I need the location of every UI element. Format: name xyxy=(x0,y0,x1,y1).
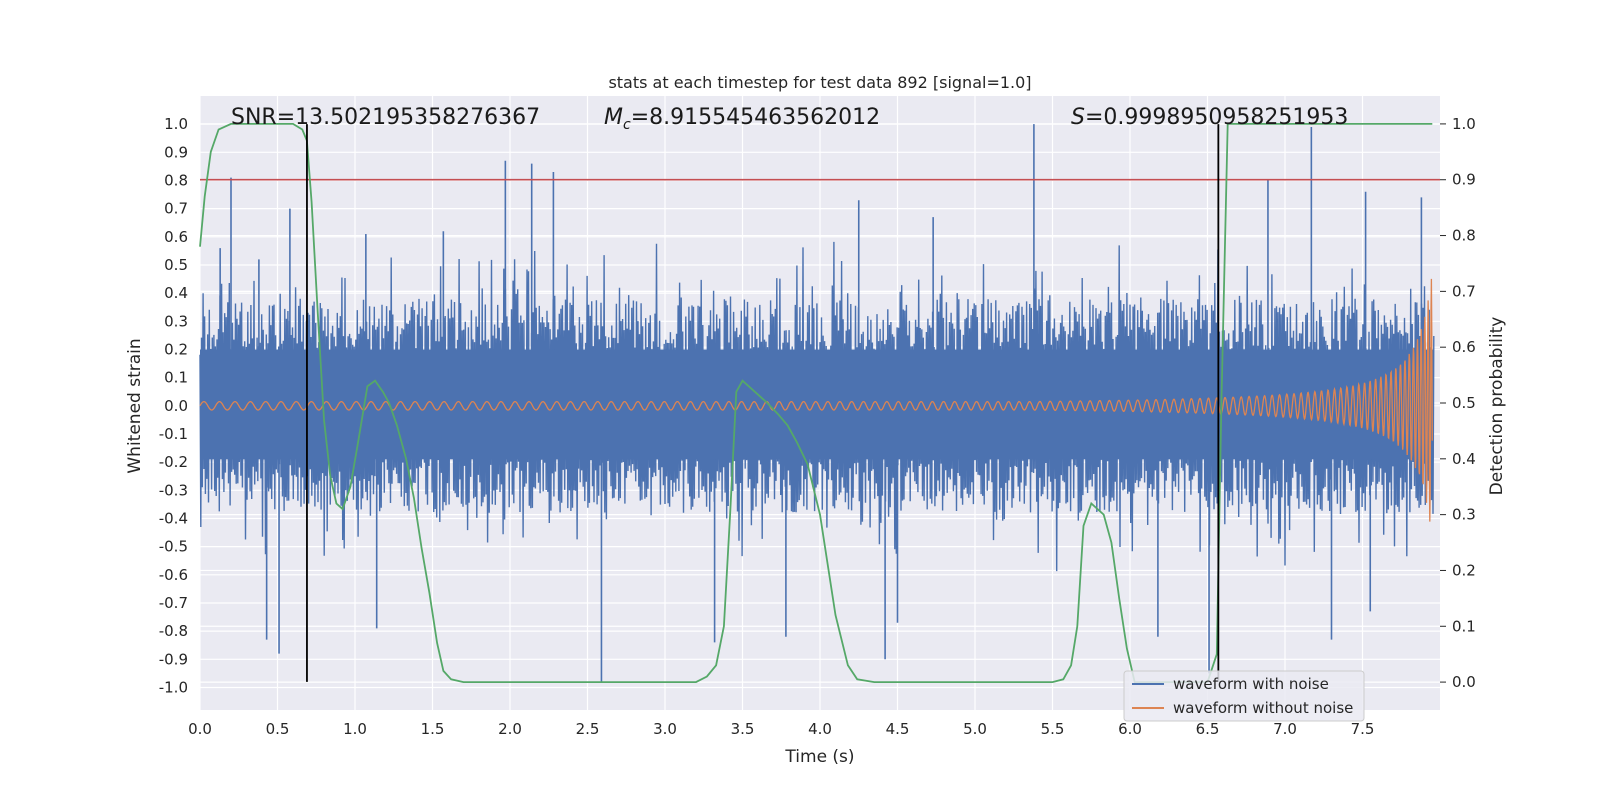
x-tick-label: 2.0 xyxy=(498,720,522,738)
x-tick-label: 6.0 xyxy=(1118,720,1142,738)
series-detection-probability xyxy=(199,123,1433,683)
y-tick-label: 0.7 xyxy=(164,200,188,218)
y2-tick-label: 0.0 xyxy=(1452,673,1476,691)
x-tick-label: 2.5 xyxy=(576,720,600,738)
y2-tick-label: 0.9 xyxy=(1452,171,1476,189)
y2-tick-label: 0.1 xyxy=(1452,617,1476,635)
y-tick-label: -0.6 xyxy=(159,566,188,584)
x-axis-ticks: 0.0 0.5 1.0 1.5 2.0 2.5 3.0 3.5 4.0 4.5 5.0 5.5 6.0 6… xyxy=(188,720,1374,738)
y-tick-label: -0.5 xyxy=(159,538,188,556)
series-waveform-without-noise xyxy=(199,278,1433,522)
x-tick-label: 7.0 xyxy=(1273,720,1297,738)
x-tick-label: 7.5 xyxy=(1351,720,1375,738)
y2-axis-ticks: 1.0 0.9 0.8 0.7 0.6 0.5 0.4 0.3 0.2 0.1 0.0 xyxy=(1440,115,1476,691)
legend-label-clean: waveform without noise xyxy=(1173,699,1353,717)
y2-axis-label: Detection probability xyxy=(1487,317,1507,496)
x-tick-label: 3.0 xyxy=(653,720,677,738)
y-tick-label: 0.6 xyxy=(164,228,188,246)
noise-core xyxy=(200,349,1434,460)
chart-title: stats at each timestep for test data 892… xyxy=(608,73,1031,92)
y-tick-label: -0.1 xyxy=(159,425,188,443)
vertical-markers xyxy=(306,124,1220,682)
x-tick-label: 0.5 xyxy=(266,720,290,738)
x-tick-label: 1.5 xyxy=(421,720,445,738)
mc-symbol: M xyxy=(604,105,623,130)
y2-tick-label: 0.3 xyxy=(1452,506,1476,524)
s-annotation: S=0.9998950958251953 xyxy=(1071,105,1348,130)
y2-tick-label: 0.6 xyxy=(1452,338,1476,356)
y2-tick-label: 0.7 xyxy=(1452,282,1476,300)
y-tick-label: 0.8 xyxy=(164,171,188,189)
y-tick-label: -1.0 xyxy=(159,678,188,696)
y-tick-label: -0.3 xyxy=(159,481,188,499)
y2-tick-label: 0.4 xyxy=(1452,450,1476,468)
y-tick-label: -0.4 xyxy=(159,509,188,527)
y-tick-label: 0.1 xyxy=(164,369,188,387)
snr-annotation: SNR=13.502195358276367 xyxy=(231,105,540,130)
x-tick-label: 1.0 xyxy=(343,720,367,738)
y-tick-label: -0.7 xyxy=(159,594,188,612)
y-tick-label: 0.2 xyxy=(164,340,188,358)
y-tick-label: 0.5 xyxy=(164,256,188,274)
x-tick-label: 3.5 xyxy=(731,720,755,738)
y-tick-label: 0.9 xyxy=(164,143,188,161)
y-tick-label: -0.9 xyxy=(159,650,188,668)
clean-trace xyxy=(199,278,1433,522)
mc-value: =8.915545463562012 xyxy=(631,105,880,130)
probability-trace xyxy=(199,123,1433,683)
x-tick-label: 5.5 xyxy=(1041,720,1065,738)
x-tick-label: 6.5 xyxy=(1196,720,1220,738)
y-tick-label: 0.3 xyxy=(164,312,188,330)
mc-subscript: c xyxy=(623,117,631,133)
y2-tick-label: 0.8 xyxy=(1452,227,1476,245)
mc-annotation: Mc=8.915545463562012 xyxy=(604,105,880,133)
legend-label-noise: waveform with noise xyxy=(1173,675,1329,693)
y2-tick-label: 0.5 xyxy=(1452,394,1476,412)
x-tick-label: 4.5 xyxy=(886,720,910,738)
legend: waveform with noise waveform without noi… xyxy=(1123,670,1365,722)
y-tick-label: 1.0 xyxy=(164,115,188,133)
y2-tick-label: 0.2 xyxy=(1452,561,1476,579)
y2-tick-label: 1.0 xyxy=(1452,115,1476,133)
y-tick-label: 0.4 xyxy=(164,284,188,302)
y-axis-label: Whitened strain xyxy=(125,338,145,473)
series-waveform-with-noise xyxy=(199,124,1435,682)
legend-box xyxy=(1123,670,1365,722)
x-tick-label: 5.0 xyxy=(963,720,987,738)
x-tick-label: 4.0 xyxy=(808,720,832,738)
y-tick-label: 0.0 xyxy=(164,397,188,415)
x-tick-label: 0.0 xyxy=(188,720,212,738)
s-value: =0.9998950958251953 xyxy=(1085,105,1348,130)
y-axis-ticks: 1.0 0.9 0.8 0.7 0.6 0.5 0.4 0.3 0.2 0.1 0.0 -0.1 -0.… xyxy=(159,115,188,696)
s-symbol: S xyxy=(1071,105,1085,130)
y-tick-label: -0.2 xyxy=(159,453,188,471)
y-tick-label: -0.8 xyxy=(159,622,188,640)
x-axis-label: Time (s) xyxy=(784,747,854,767)
